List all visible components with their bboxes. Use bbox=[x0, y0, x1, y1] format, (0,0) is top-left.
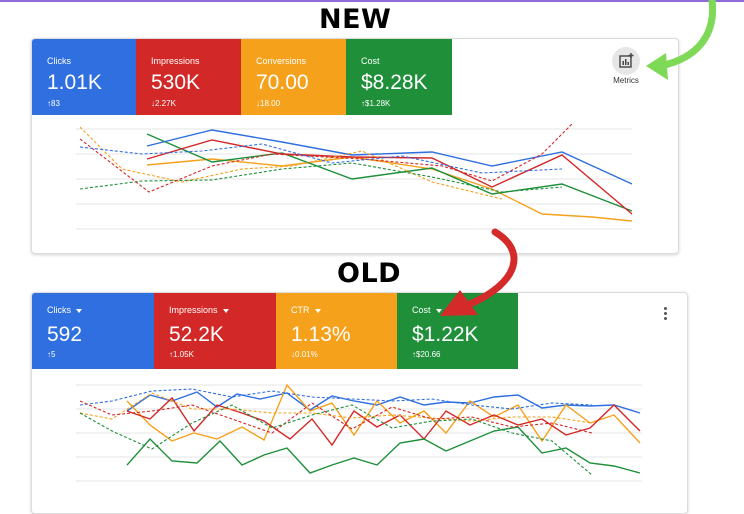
tile-label: Impressions bbox=[151, 56, 200, 66]
old-tile-impressions[interactable]: Impressions 52.2K ↑1.05K bbox=[154, 293, 276, 369]
chart-add-icon bbox=[619, 53, 634, 68]
tile-delta: ↓0.01% bbox=[291, 350, 318, 359]
dropdown-caret-icon[interactable] bbox=[435, 308, 442, 313]
tile-delta: ↓18.00 bbox=[256, 99, 281, 108]
new-tile-cost[interactable]: Cost $8.28K ↑$1.28K bbox=[346, 39, 452, 115]
tile-label: CTR bbox=[291, 305, 310, 315]
tile-label: Impressions bbox=[169, 305, 218, 315]
tile-value: $1.22K bbox=[412, 323, 479, 346]
old-tile-clicks[interactable]: Clicks 592 ↑5 bbox=[32, 293, 154, 369]
tile-value: 592 bbox=[47, 323, 83, 346]
dropdown-caret-icon[interactable] bbox=[222, 308, 229, 313]
new-tile-clicks[interactable]: Clicks 1.01K ↑83 bbox=[32, 39, 136, 115]
dropdown-caret-icon[interactable] bbox=[314, 308, 321, 313]
new-tile-conversions[interactable]: Conversions 70.00 ↓18.00 bbox=[241, 39, 346, 115]
tile-label-row: CTR bbox=[291, 305, 321, 315]
metrics-button[interactable] bbox=[612, 47, 640, 75]
tile-label: Clicks bbox=[47, 305, 71, 315]
dropdown-caret-icon[interactable] bbox=[76, 308, 82, 313]
tile-value: $8.28K bbox=[361, 71, 428, 94]
tile-label: Conversions bbox=[256, 56, 307, 66]
tile-delta: ↑5 bbox=[47, 350, 56, 359]
more-vert-icon[interactable] bbox=[664, 307, 668, 321]
heading-new: NEW bbox=[319, 4, 392, 35]
tile-value: 530K bbox=[151, 71, 201, 94]
new-trend-chart bbox=[76, 123, 633, 230]
tile-label: Cost bbox=[412, 305, 431, 315]
tile-delta: ↑$20.66 bbox=[412, 350, 441, 359]
metrics-button-label: Metrics bbox=[613, 76, 639, 85]
tile-delta: ↓2.27K bbox=[151, 99, 176, 108]
old-trend-chart bbox=[76, 383, 642, 482]
tile-value: 70.00 bbox=[256, 71, 309, 94]
red-arrow bbox=[440, 228, 518, 316]
new-metrics-card: Clicks 1.01K ↑83 Impressions 530K ↓2.27K… bbox=[31, 38, 679, 254]
green-arrow bbox=[646, 0, 717, 80]
tile-label-row: Cost bbox=[412, 305, 442, 315]
tile-delta: ↑1.05K bbox=[169, 350, 194, 359]
top-border bbox=[0, 0, 744, 2]
tile-value: 52.2K bbox=[169, 323, 224, 346]
tile-delta: ↑$1.28K bbox=[361, 99, 391, 108]
tile-label-row: Clicks bbox=[47, 305, 82, 315]
heading-old: OLD bbox=[337, 258, 402, 289]
tile-value: 1.01K bbox=[47, 71, 102, 94]
tile-delta: ↑83 bbox=[47, 99, 60, 108]
tile-label-row: Impressions bbox=[169, 305, 229, 315]
old-metrics-card: Clicks 592 ↑5 Impressions 52.2K ↑1.05K C… bbox=[31, 292, 688, 514]
old-tile-ctr[interactable]: CTR 1.13% ↓0.01% bbox=[276, 293, 397, 369]
new-tile-impressions[interactable]: Impressions 530K ↓2.27K bbox=[136, 39, 241, 115]
tile-label: Cost bbox=[361, 56, 380, 66]
tile-label: Clicks bbox=[47, 56, 71, 66]
tile-value: 1.13% bbox=[291, 323, 351, 346]
